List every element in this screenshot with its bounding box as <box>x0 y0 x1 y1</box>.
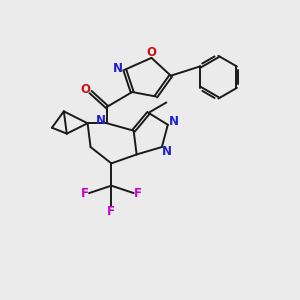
Text: N: N <box>169 115 179 128</box>
Text: O: O <box>80 82 90 96</box>
Text: N: N <box>162 145 172 158</box>
Text: F: F <box>81 187 88 200</box>
Text: F: F <box>134 187 142 200</box>
Text: F: F <box>107 205 116 218</box>
Text: N: N <box>96 114 106 127</box>
Text: O: O <box>146 46 157 59</box>
Text: N: N <box>113 62 123 75</box>
